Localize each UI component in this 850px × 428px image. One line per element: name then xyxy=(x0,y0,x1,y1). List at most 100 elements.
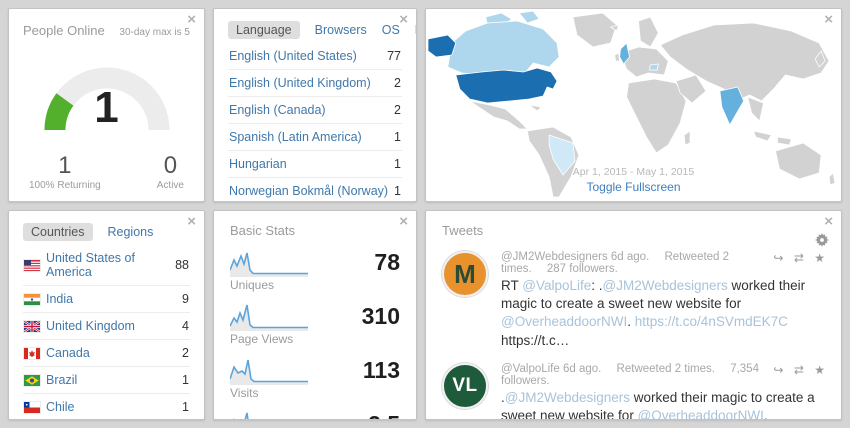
country-link[interactable]: United Kingdom xyxy=(46,319,135,333)
tab-browsers[interactable]: Browsers xyxy=(314,23,367,37)
url-link[interactable]: https://t.co/4nSVmdEK7C xyxy=(634,314,788,330)
country-count: 4 xyxy=(182,319,189,333)
close-icon[interactable]: × xyxy=(824,213,833,230)
mention-link[interactable]: @JM2Webdesigners xyxy=(504,389,631,405)
tweet-item: VL @ValpoLife 6d ago. Retweeted 2 times.… xyxy=(442,362,825,420)
retweet-icon[interactable]: ⇄ xyxy=(793,362,804,377)
language-link[interactable]: English (United States) xyxy=(229,49,357,63)
tweet-text: . xyxy=(763,408,768,420)
tab-countries[interactable]: Countries xyxy=(23,223,93,241)
widget-title: Tweets xyxy=(442,223,484,238)
country-link[interactable]: Canada xyxy=(46,346,90,360)
world-map[interactable] xyxy=(426,9,841,201)
avatar[interactable]: VL xyxy=(442,362,488,409)
mention-link[interactable]: @ValpoLife xyxy=(522,278,592,293)
tweet-text: worked their magic to create a sweet new… xyxy=(501,278,806,312)
widget-world-map: × xyxy=(425,8,842,202)
uniques-sparkline xyxy=(230,252,308,277)
tweet-item: M @JM2Webdesigners 6d ago. Retweeted 2 t… xyxy=(442,251,825,350)
gauge-arc xyxy=(43,67,169,131)
country-link[interactable]: Chile xyxy=(46,400,75,414)
list-item: English (United Kingdom) 2 xyxy=(228,70,402,97)
country-row: Brazil 1 xyxy=(23,367,190,394)
language-link[interactable]: English (United Kingdom) xyxy=(229,76,371,90)
language-count: 2 xyxy=(394,76,401,90)
gear-icon[interactable] xyxy=(815,233,829,252)
mention-link[interactable]: @OverheaddoorNWI xyxy=(637,408,764,420)
people-online-gauge: 1 xyxy=(31,48,183,136)
widget-title: People Online xyxy=(23,23,105,38)
map-date-range: Apr 1, 2015 - May 1, 2015 xyxy=(572,166,695,178)
mention-link[interactable]: @OverheaddoorNWI xyxy=(501,314,628,330)
close-icon[interactable]: × xyxy=(187,213,196,230)
avatar-initials: M xyxy=(454,258,476,289)
language-count: 1 xyxy=(394,157,401,171)
stat-row: Visits 113 xyxy=(230,355,400,400)
mention-link[interactable]: @JM2Webdesigners xyxy=(602,278,728,293)
tweet-meta: @JM2Webdesigners 6d ago. Retweeted 2 tim… xyxy=(501,251,825,275)
close-icon[interactable]: × xyxy=(824,11,833,28)
tab-regions[interactable]: Regions xyxy=(107,225,154,239)
star-icon[interactable]: ★ xyxy=(814,251,825,265)
widget-locale: × Language Browsers OS Devices English (… xyxy=(213,8,417,202)
close-icon[interactable]: × xyxy=(399,11,408,28)
country-link[interactable]: United States of America xyxy=(46,251,135,279)
stat-label: Page Views xyxy=(230,332,294,346)
tab-language[interactable]: Language xyxy=(228,21,300,39)
close-icon[interactable]: × xyxy=(399,213,408,230)
tweet-body: RT @ValpoLife: .@JM2Webdesigners worked … xyxy=(501,277,825,350)
avg-pages-sparkline xyxy=(233,412,249,419)
tweet-text: worked their magic to create a sweet new… xyxy=(501,389,815,420)
country-link[interactable]: India xyxy=(46,292,74,306)
stat-row: Avg. Pages 2.5 xyxy=(230,409,400,419)
tweet-handle-time[interactable]: @ValpoLife 6d ago. xyxy=(501,362,602,375)
language-link[interactable]: Hungarian xyxy=(229,157,287,171)
canada-flag-icon xyxy=(24,347,40,359)
tab-os[interactable]: OS xyxy=(381,23,400,37)
avatar[interactable]: M xyxy=(442,251,488,297)
active-stat: 0 Active xyxy=(157,152,184,191)
returning-stat: 1 100% Returning xyxy=(29,152,101,191)
widget-people-online: × People Online 30-day max is 5 1 1 100%… xyxy=(8,8,205,202)
country-row: Chile 1 xyxy=(23,394,190,419)
country-row: United States of America 88 xyxy=(23,245,190,286)
list-item: English (Canada) 2 xyxy=(228,97,402,124)
chile-flag-icon xyxy=(24,401,40,413)
widget-countries: × Countries Regions United States of Ame… xyxy=(8,210,205,420)
india-flag-icon xyxy=(24,293,40,305)
widget-tweets: × Tweets M @JM2Webdesigners 6d ago. Retw… xyxy=(425,210,842,420)
locale-tabbar: Language Browsers OS Devices xyxy=(228,21,416,39)
language-link[interactable]: English (Canada) xyxy=(229,103,326,117)
tweet-followers: 7,354 followers. xyxy=(501,362,759,387)
language-count: 77 xyxy=(387,49,401,63)
tweet-handle-time[interactable]: @JM2Webdesigners 6d ago. xyxy=(501,251,650,263)
page-views-sparkline xyxy=(230,304,308,331)
stat-row: Uniques 78 xyxy=(230,247,400,292)
country-count: 1 xyxy=(182,373,189,387)
country-count: 2 xyxy=(182,346,189,360)
country-row: Canada 2 xyxy=(23,340,190,367)
returning-label: 100% Returning xyxy=(29,180,101,191)
tweet-text: . xyxy=(627,314,635,330)
brazil-flag-icon xyxy=(24,374,40,386)
list-item: English (United States) 77 xyxy=(228,43,402,70)
language-link[interactable]: Norwegian Bokmål (Norway) xyxy=(229,184,389,198)
star-icon[interactable]: ★ xyxy=(814,362,825,377)
language-count: 1 xyxy=(394,184,401,198)
uk-flag-icon xyxy=(24,320,40,332)
close-icon[interactable]: × xyxy=(187,11,196,28)
toggle-fullscreen-link[interactable]: Toggle Fullscreen xyxy=(586,180,681,194)
stat-value: 78 xyxy=(374,249,400,275)
language-link[interactable]: Spanish (Latin America) xyxy=(229,130,362,144)
share-icon[interactable]: ↪ xyxy=(773,251,784,265)
country-link[interactable]: Brazil xyxy=(46,373,78,387)
country-row: India 9 xyxy=(23,286,190,313)
active-value: 0 xyxy=(163,152,178,180)
retweet-icon[interactable]: ⇄ xyxy=(793,251,804,265)
country-count: 1 xyxy=(182,400,189,414)
tab-devices[interactable]: Devices xyxy=(415,23,416,37)
stat-row: Page Views 310 xyxy=(230,301,400,346)
us-flag-icon xyxy=(24,259,40,271)
share-icon[interactable]: ↪ xyxy=(773,362,784,377)
